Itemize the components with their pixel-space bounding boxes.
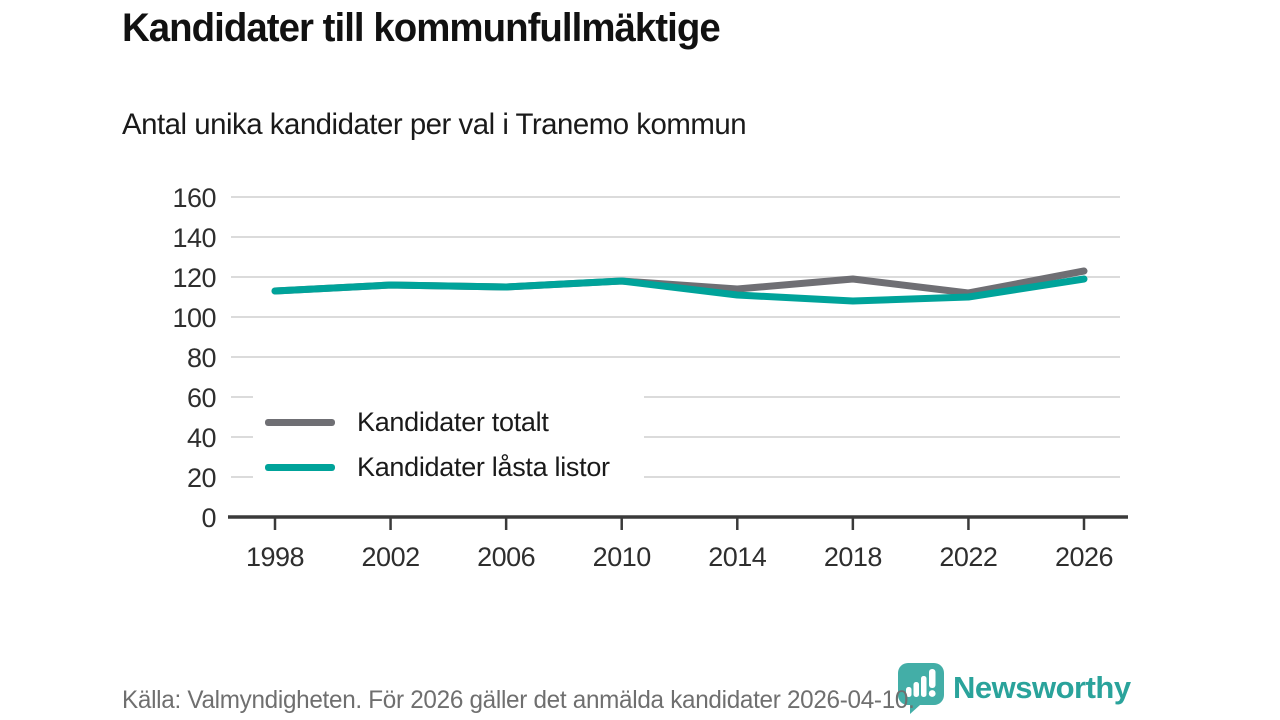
y-tick-label: 60 xyxy=(187,383,216,413)
legend-swatch-lasta-listor xyxy=(265,464,335,471)
y-tick-label: 80 xyxy=(187,343,216,373)
y-tick-label: 100 xyxy=(172,303,216,333)
legend-label-lasta-listor: Kandidater låsta listor xyxy=(357,452,610,482)
newsworthy-logo: Newsworthy xyxy=(897,662,1131,714)
logo-exclamation-bar xyxy=(929,669,936,688)
logo-exclamation-dot xyxy=(928,690,936,697)
source-note: Källa: Valmyndigheten. För 2026 gäller d… xyxy=(122,686,915,714)
x-tick-label: 2002 xyxy=(362,542,420,572)
x-tick-label: 2026 xyxy=(1055,542,1113,572)
legend: Kandidater totalt Kandidater låsta listo… xyxy=(253,396,644,494)
legend-label-totalt: Kandidater totalt xyxy=(357,407,549,437)
x-tick-label: 2022 xyxy=(939,542,997,572)
y-tick-label: 120 xyxy=(172,263,216,293)
newsworthy-logo-text: Newsworthy xyxy=(953,670,1131,705)
y-tick-label: 20 xyxy=(187,463,216,493)
x-tick-label: 2010 xyxy=(593,542,651,572)
x-tick-label: 2014 xyxy=(708,542,767,572)
legend-item-totalt: Kandidater totalt xyxy=(265,400,610,445)
logo-bar-1 xyxy=(906,687,912,697)
chart-subtitle: Antal unika kandidater per val i Tranemo… xyxy=(122,108,747,141)
y-tick-label: 0 xyxy=(201,503,216,533)
series-line-lasta-listor xyxy=(271,275,1088,305)
legend-swatch-totalt xyxy=(265,419,335,426)
legend-item-lasta-listor: Kandidater låsta listor xyxy=(265,445,610,490)
y-tick-label: 40 xyxy=(187,423,216,453)
x-tick-label: 1998 xyxy=(246,542,304,572)
x-tick-label: 2006 xyxy=(477,542,535,572)
newsworthy-logo-icon xyxy=(898,663,944,714)
x-tick-label: 2018 xyxy=(824,542,882,572)
y-tick-label: 140 xyxy=(172,223,216,253)
logo-bar-2 xyxy=(913,682,919,697)
logo-bar-3 xyxy=(921,676,927,697)
y-tick-label: 160 xyxy=(172,183,216,213)
chart-title: Kandidater till kommunfullmäktige xyxy=(122,6,721,50)
